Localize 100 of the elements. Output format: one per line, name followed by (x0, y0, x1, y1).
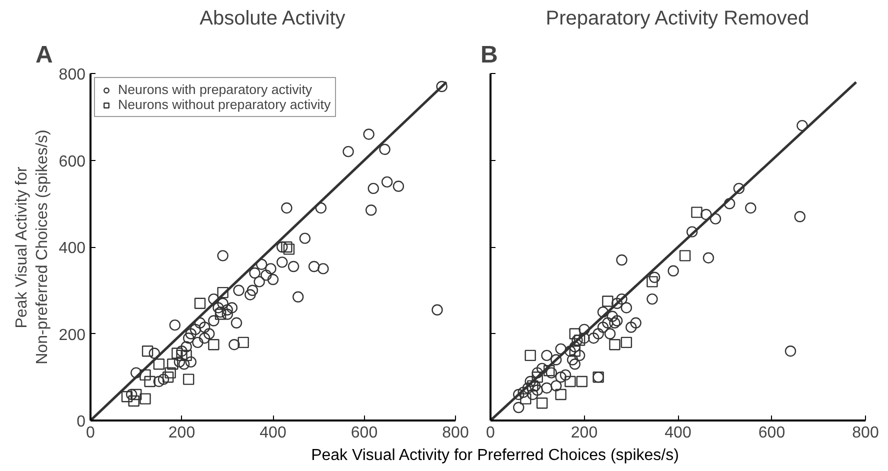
point (796, 120, 808, 132)
point (246, 284, 258, 296)
point (153, 376, 165, 388)
point (281, 241, 292, 253)
legend-label: Neurons without preparatory activity (118, 97, 331, 112)
y-tick-label: 800 (58, 66, 86, 84)
point (541, 382, 552, 394)
point (592, 328, 604, 340)
point (368, 182, 379, 194)
point (520, 393, 532, 404)
point (724, 198, 736, 210)
x-tick-label: 400 (664, 424, 692, 442)
point (609, 338, 620, 350)
point (668, 265, 679, 276)
point (281, 202, 292, 214)
point (363, 128, 374, 140)
point (620, 336, 632, 348)
point (228, 339, 240, 350)
point (602, 296, 614, 307)
x-tick-label: 200 (168, 424, 196, 442)
point (555, 343, 566, 355)
point (192, 336, 204, 348)
point (276, 256, 288, 268)
point (212, 302, 224, 314)
point (560, 369, 572, 381)
point (260, 270, 272, 281)
point (379, 144, 390, 155)
point (679, 250, 691, 262)
point (198, 332, 210, 344)
point (198, 322, 210, 333)
point (208, 315, 220, 326)
point (158, 374, 170, 385)
point (513, 402, 524, 414)
x-tick-label: 800 (442, 424, 469, 442)
point (626, 322, 637, 333)
point (126, 388, 138, 400)
point (342, 146, 354, 158)
point (365, 204, 377, 216)
point (185, 356, 196, 368)
y-tick-label: 200 (58, 326, 86, 344)
point (646, 293, 658, 305)
point (254, 276, 265, 288)
point (630, 317, 642, 328)
point (576, 376, 588, 388)
point (569, 346, 580, 357)
point (180, 341, 192, 352)
point (182, 374, 194, 385)
x-tick-label: 600 (350, 424, 378, 442)
x-tick-label: 0 (486, 424, 496, 442)
point (299, 232, 311, 244)
point (609, 317, 620, 328)
point (432, 304, 443, 316)
point (532, 384, 543, 396)
point (283, 244, 295, 255)
point (185, 328, 196, 340)
x-tick-label: 200 (570, 424, 598, 442)
point (686, 226, 698, 238)
point (616, 293, 628, 305)
point (128, 395, 140, 407)
point (217, 286, 228, 298)
point (532, 372, 543, 383)
chart-title: Preparatory Activity Removed (546, 8, 810, 30)
point (550, 354, 562, 366)
point (194, 298, 206, 309)
point (543, 365, 555, 376)
point (550, 380, 562, 392)
point (381, 176, 393, 188)
point (546, 367, 558, 378)
point (217, 250, 228, 262)
point (249, 267, 260, 279)
point (566, 354, 578, 366)
point (144, 376, 156, 388)
point (208, 338, 220, 350)
chart-title: Absolute Activity (200, 8, 346, 30)
point (784, 346, 796, 357)
point (142, 346, 154, 357)
point (597, 306, 609, 318)
point (121, 391, 133, 402)
point (606, 310, 618, 322)
point (267, 274, 279, 286)
point (318, 263, 329, 274)
point (555, 388, 566, 400)
point (569, 328, 580, 340)
point (602, 317, 614, 328)
point (230, 317, 242, 328)
point (292, 291, 304, 302)
point (710, 213, 722, 224)
point (536, 398, 548, 409)
point (164, 367, 176, 378)
point (140, 369, 151, 381)
point (233, 284, 244, 296)
point (276, 241, 288, 253)
legend-label: Neurons with preparatory activity (118, 82, 312, 97)
point (436, 80, 448, 92)
point (153, 358, 165, 370)
point (315, 202, 327, 214)
point (524, 350, 536, 362)
point (588, 332, 600, 344)
point (569, 358, 580, 370)
point (611, 298, 623, 309)
